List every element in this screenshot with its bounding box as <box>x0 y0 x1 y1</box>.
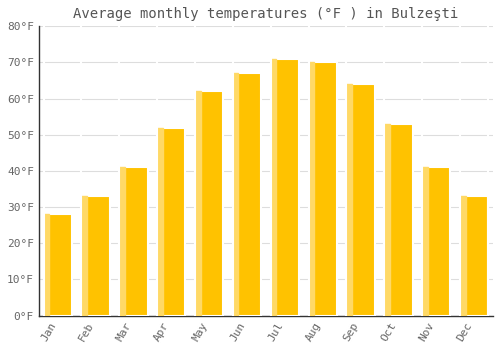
Bar <box>119 167 148 316</box>
Bar <box>82 196 87 316</box>
Bar <box>422 167 428 316</box>
Bar <box>308 62 314 316</box>
Bar <box>44 214 72 316</box>
Bar <box>384 124 390 316</box>
Bar <box>460 196 488 316</box>
Bar <box>195 91 224 316</box>
Bar <box>233 73 238 316</box>
Bar <box>270 59 276 316</box>
Bar <box>44 214 49 316</box>
Bar <box>308 62 337 316</box>
Bar <box>82 196 110 316</box>
Bar <box>346 84 375 316</box>
Bar <box>270 59 299 316</box>
Bar <box>422 167 450 316</box>
Title: Average monthly temperatures (°F ) in Bulzeşti: Average monthly temperatures (°F ) in Bu… <box>74 7 458 21</box>
Bar <box>119 167 125 316</box>
Bar <box>384 124 412 316</box>
Bar <box>157 127 163 316</box>
Bar <box>233 73 261 316</box>
Bar <box>346 84 352 316</box>
Bar <box>157 127 186 316</box>
Bar <box>460 196 466 316</box>
Bar <box>195 91 200 316</box>
